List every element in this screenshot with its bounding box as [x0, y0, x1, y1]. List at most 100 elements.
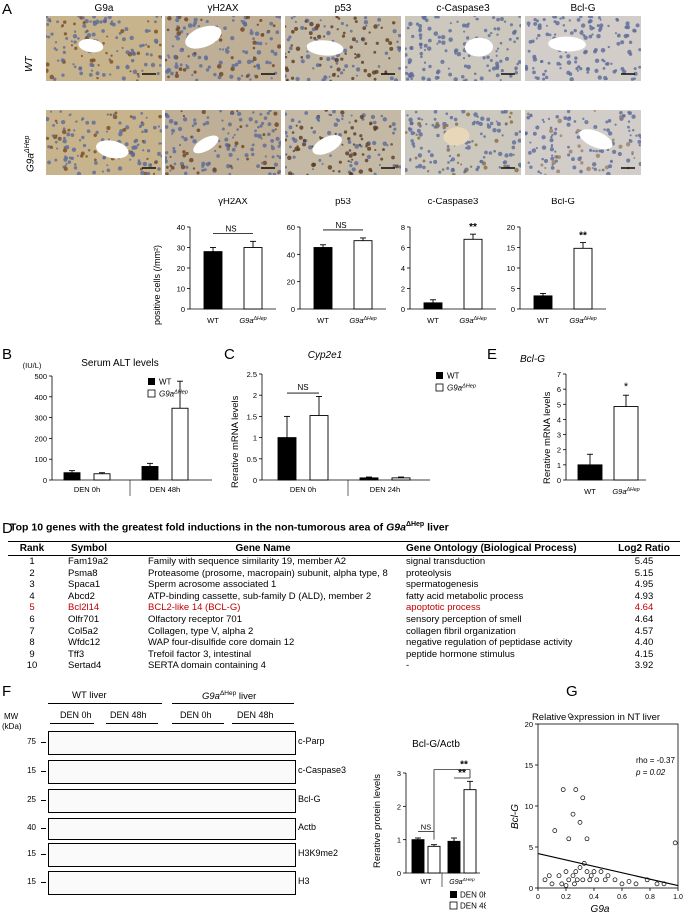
micrograph: [405, 110, 521, 175]
y-axis-label: Rerative mRNA levels: [230, 395, 241, 488]
category-label: WT: [207, 316, 219, 325]
table-title: Top 10 genes with the greatest fold indu…: [10, 521, 449, 534]
category-label: WT: [584, 487, 596, 496]
blot-band-label: H3K9me2: [298, 848, 339, 858]
mw-tick: [41, 882, 46, 883]
chart-title: Bcl-G: [520, 354, 545, 365]
bar-ko: [243, 247, 263, 310]
micrograph-col-header: Bcl-G: [570, 3, 596, 14]
table-cell: proteolysis: [406, 567, 452, 579]
x-tick-label: 1.0: [673, 894, 683, 901]
y-tick-label: 6: [401, 244, 405, 253]
table-row: 8 Wfdc12 WAP four-disulfide core domain 12…: [8, 637, 680, 649]
table-cell: ATP-binding cassette, sub-family D (ALD)…: [148, 590, 372, 602]
blot-band-label: c-Parp: [298, 736, 325, 746]
mw-value: 40: [27, 823, 36, 832]
legend-swatch-ko: [435, 383, 444, 392]
scatter-point: [594, 877, 600, 883]
micrograph-col-header: c-Caspase3: [436, 3, 490, 14]
x-tick-label: 0.4: [589, 894, 599, 901]
table-cell: BCL2-like 14 (BCL-G): [148, 602, 241, 614]
table-cell: negative regulation of peptidase activit…: [406, 637, 573, 649]
y-tick-label: 0: [529, 884, 533, 893]
table-cell: Spaca1: [68, 579, 101, 591]
table-cell: apoptotic process: [406, 602, 481, 614]
micrograph: [285, 110, 401, 175]
legend-label-ko: G9aΔHep: [447, 384, 476, 393]
legend-label-wt: WT: [159, 378, 172, 387]
panel-letter-c: C: [224, 346, 235, 363]
micrograph: [165, 110, 281, 175]
mw-tick: [41, 771, 46, 772]
table-cell: WAP four-disulfide core domain 12: [148, 637, 295, 649]
y-tick-label: 0: [291, 305, 295, 314]
chart-title: Bcl-G/Actb: [412, 739, 460, 750]
bar-wt: [533, 295, 553, 310]
scatter-point: [580, 795, 586, 801]
y-tick-label: 0: [253, 476, 257, 485]
chart-c-cyp2e1: Cyp2e1 Rerative mRNA levels 0 0.5 1 1.5 2 2.5…: [230, 350, 476, 496]
y-axis-label: Rerative protein levels: [372, 774, 383, 868]
gene-table: Rank Symbol Gene Name Gene Ontology (Bio…: [8, 541, 680, 672]
chart-title: Bcl-G: [551, 198, 575, 207]
table-row: 6 Olfr701 Olfactory receptor 701 sensory pe…: [8, 614, 680, 626]
scatter-point: [572, 881, 577, 887]
col-symbol: Symbol: [56, 541, 122, 556]
category-label: G9aΔHep: [612, 487, 639, 496]
blot-group-wt-line: [48, 703, 162, 704]
table-cell: Sertad4: [68, 660, 102, 672]
y-tick-label: 2: [401, 285, 405, 294]
y-tick-label: 3: [397, 769, 401, 778]
legend-swatch-den0: [450, 891, 457, 898]
panel-letter-f: F: [2, 683, 12, 700]
scatter-point: [542, 877, 548, 883]
scatter-point: [605, 873, 611, 879]
significance-label: **: [469, 222, 477, 233]
significance-bracket: [433, 769, 471, 840]
plot-frame: [537, 723, 679, 889]
bar-ko: [573, 247, 593, 310]
bar-den48: [463, 789, 477, 874]
scatter-point: [577, 865, 583, 870]
chart-title: Relative expression in NT liver: [532, 712, 660, 723]
chart-title: c-Caspase3: [428, 198, 479, 207]
col-gene-name: Gene Name: [122, 541, 404, 556]
table-cell: 10: [26, 660, 38, 672]
legend-label-den0: DEN 0h: [460, 891, 486, 900]
scatter-point: [570, 873, 576, 879]
table-row: 9 Tff3 Trefoil factor 3, intestinal peptide…: [8, 649, 680, 661]
bar-ko: [353, 240, 373, 310]
table-cell: Tff3: [68, 648, 85, 660]
y-tick-label: 2.5: [247, 370, 257, 379]
table-cell: Olfactory receptor 701: [148, 613, 242, 625]
scatter-point: [552, 828, 558, 833]
table-cell: 4.93: [634, 590, 654, 602]
category-label: DEN 0h: [290, 485, 316, 494]
blot-line: [50, 723, 94, 724]
col-gene-ontology: Gene Ontology (Biological Process): [404, 541, 608, 556]
table-row: 10 Sertad4 SERTA domain containing 4 - 3.92: [8, 660, 680, 672]
blot-band-label: c-Caspase3: [298, 765, 347, 775]
table-cell: 5: [29, 602, 35, 614]
scatter-point: [573, 787, 579, 792]
y-tick-label: 10: [507, 264, 515, 273]
scatter-point: [546, 873, 552, 879]
scatter-point: [580, 877, 586, 883]
scatter-point: [587, 877, 593, 883]
scatter-point: [619, 881, 625, 887]
table-cell: collagen fibril organization: [406, 625, 516, 637]
col-log2-ratio: Log2 Ratio: [608, 541, 680, 556]
table-cell: Olfr701: [68, 613, 100, 625]
significance-label: NS: [421, 822, 431, 831]
significance-label: *: [624, 381, 629, 393]
blot-strip: [48, 871, 296, 895]
y-tick-label: 300: [34, 414, 47, 423]
table-cell: -: [406, 660, 410, 672]
bar-wt: [359, 477, 379, 481]
micrograph-row-label-ko: G9aΔHep: [24, 135, 37, 172]
scatter-point: [563, 869, 569, 874]
category-label: G9aΔHep: [239, 316, 266, 325]
micrograph-col-header: γH2AX: [207, 3, 239, 14]
micrograph-row-label-wt: WT: [24, 56, 35, 72]
chart-title: p53: [335, 198, 351, 207]
